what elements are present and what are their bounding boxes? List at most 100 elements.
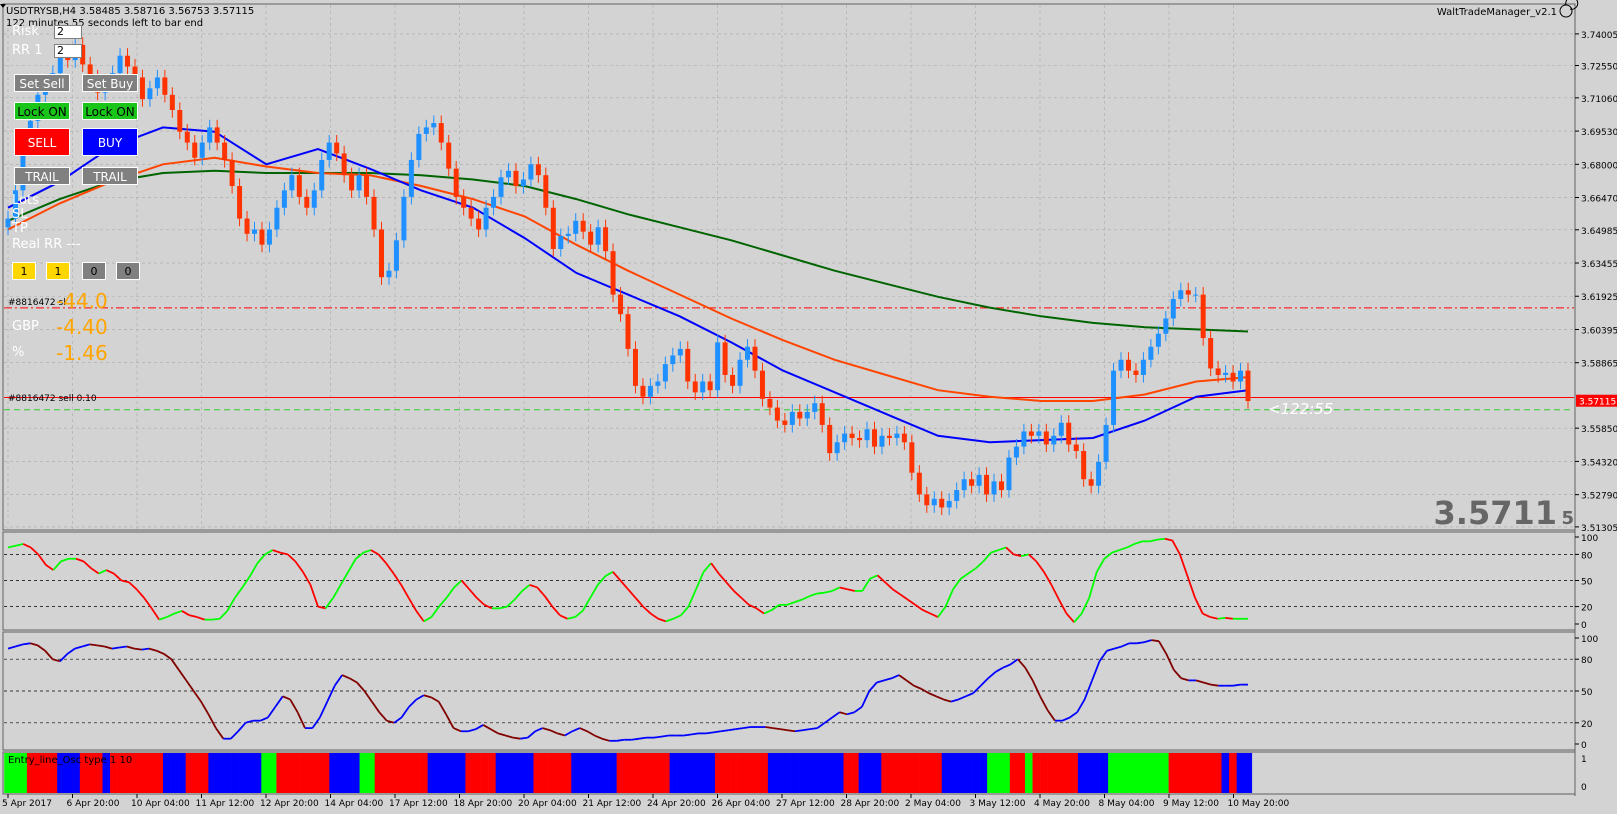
chart-menu-icon[interactable] (0, 4, 6, 8)
price-tick-label: 3.52790 (1581, 492, 1617, 502)
osc1-segment (1209, 616, 1218, 620)
histogram-bar (420, 753, 428, 793)
osc2-segment (816, 722, 826, 729)
trail-buy-button[interactable]: TRAIL (82, 167, 138, 185)
main-grid (4, 5, 1574, 529)
histogram-bar (571, 753, 580, 793)
osc1-segment (1065, 612, 1075, 623)
candle-bear (819, 403, 825, 425)
lock-sell-button[interactable]: Lock ON (14, 102, 70, 120)
trail-sell-button[interactable]: TRAIL (14, 167, 70, 185)
osc1-segment (672, 614, 682, 620)
histogram-bar (488, 753, 496, 793)
osc2-segment (445, 713, 455, 729)
histogram-bar (140, 753, 149, 793)
osc1-segment (294, 560, 304, 573)
histogram-bar (374, 753, 383, 793)
histogram-bar (246, 753, 255, 793)
oscillator-2: 100 80 50 20 0 (4, 635, 1598, 751)
osc2-segment (579, 727, 588, 733)
candle-bear (80, 44, 86, 65)
osc2-segment (74, 645, 83, 650)
candle-bear (857, 437, 863, 441)
osc2-segment (96, 644, 105, 648)
histogram-bar (261, 753, 270, 793)
osc2-segment (82, 643, 90, 648)
candle-bull (700, 381, 706, 393)
osc1-segment (884, 581, 894, 590)
rr-input[interactable] (54, 44, 82, 58)
histogram-bar (223, 753, 232, 793)
histogram-bar (163, 753, 171, 793)
histogram-bar (767, 753, 776, 793)
osc1-segment (801, 595, 810, 601)
set-sell-button[interactable]: Set Sell (14, 74, 70, 92)
osc1-segment (982, 552, 992, 562)
real-rr-label: Real RR --- (12, 237, 81, 252)
histogram-bar (1115, 753, 1124, 793)
histogram-bar (699, 753, 708, 793)
histogram-bar (1100, 753, 1109, 793)
square-4[interactable]: 0 (116, 262, 140, 280)
osc1-segment (1088, 571, 1098, 599)
osc1-segment (317, 605, 326, 610)
oscillator-1: 100 80 50 20 0 (4, 534, 1598, 631)
osc2-segment (616, 738, 625, 742)
osc2-segment (1233, 683, 1241, 687)
candle-bull (199, 142, 205, 158)
osc1-segment (445, 586, 455, 599)
candle-bull (1118, 359, 1124, 371)
histogram-bar (911, 753, 920, 793)
time-tick-label: 11 Apr 12:00 (196, 799, 255, 809)
osc2-level-label: 80 (1581, 656, 1593, 666)
histogram-bar (790, 753, 799, 793)
osc2-segment (437, 701, 447, 715)
candle-bull (834, 442, 840, 454)
square-1[interactable]: 1 (12, 262, 36, 280)
osc2-segment (1017, 658, 1026, 669)
osc2-segment (1076, 699, 1086, 713)
set-buy-button[interactable]: Set Buy (82, 74, 138, 92)
trade-manager-panel: Risk RR 1 Set Sell Set Buy Lock ON Lock … (12, 22, 162, 364)
candle-bull (207, 127, 213, 143)
candle-bull (1140, 359, 1146, 375)
osc2-segment (965, 692, 974, 698)
osc1-segment (83, 560, 92, 569)
osc2-segment (891, 674, 900, 680)
histogram-bar (367, 753, 376, 793)
candle-bear (872, 429, 878, 447)
osc1-segment (1149, 538, 1158, 543)
osc2-segment (1106, 647, 1115, 652)
osc2-segment (1195, 679, 1204, 684)
risk-input[interactable] (54, 25, 82, 39)
sl-order-label: #8816472 sl (8, 298, 66, 308)
osc2-segment (148, 647, 157, 652)
osc2-segment (237, 722, 247, 732)
price-tick-label: 3.64985 (1581, 227, 1617, 237)
buy-button[interactable]: BUY (82, 128, 138, 156)
candle-bull (954, 490, 960, 501)
osc1-segment (725, 581, 735, 592)
osc2-segment (37, 644, 46, 652)
square-2[interactable]: 1 (46, 262, 70, 280)
osc2-segment (1098, 650, 1108, 662)
osc1-segment (876, 574, 886, 583)
osc1-segment (460, 579, 470, 590)
sell-button[interactable]: SELL (14, 128, 70, 156)
osc2-level-label: 20 (1581, 720, 1593, 730)
candle-bear (378, 229, 384, 278)
square-3[interactable]: 0 (82, 262, 106, 280)
candle-bull (281, 190, 287, 208)
candle-bear (797, 411, 803, 419)
histogram-bar (548, 753, 557, 793)
histogram-bar (1009, 753, 1018, 793)
osc1-level-label: 50 (1581, 578, 1593, 588)
osc1-segment (809, 592, 818, 598)
lock-buy-button[interactable]: Lock ON (82, 102, 138, 120)
candle-bear (998, 481, 1004, 491)
candle-bull (789, 411, 795, 425)
osc2-segment (653, 735, 662, 739)
osc1-segment (468, 588, 478, 599)
